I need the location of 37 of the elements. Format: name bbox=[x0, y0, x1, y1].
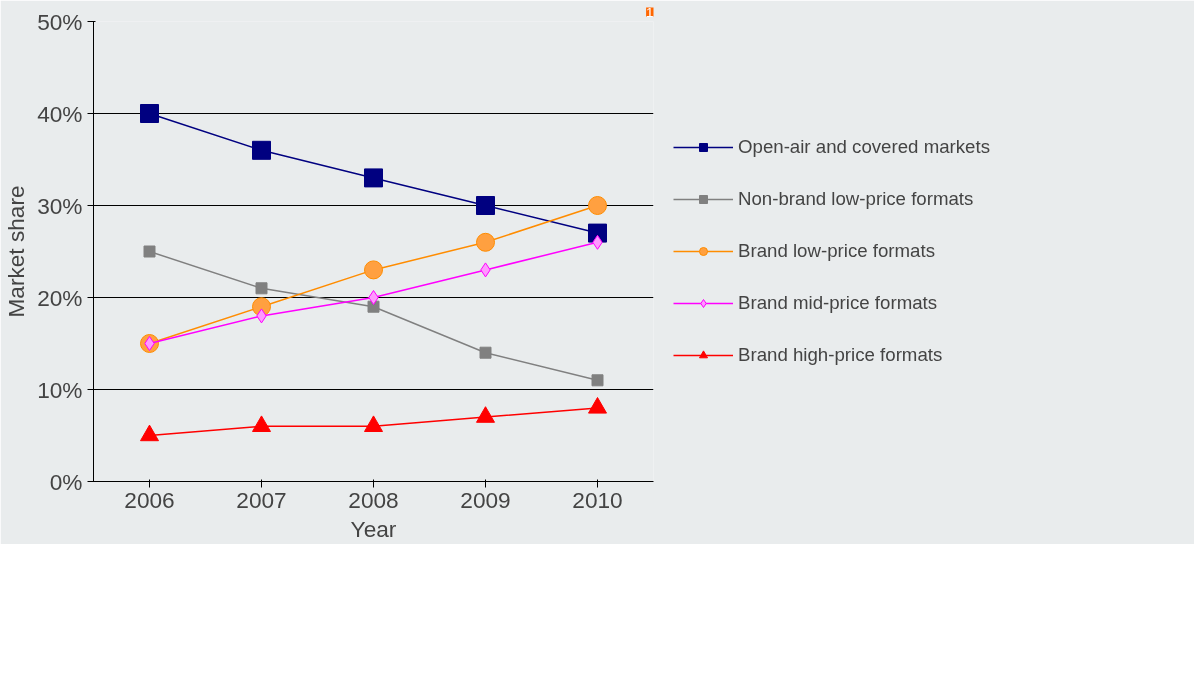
legend-label: Open-air and covered markets bbox=[738, 136, 990, 158]
legend-label: Non-brand low-price formats bbox=[738, 188, 974, 210]
point bbox=[479, 346, 492, 359]
point bbox=[364, 260, 383, 280]
point bbox=[140, 104, 159, 123]
x-tick-label: 2007 bbox=[236, 486, 287, 513]
point bbox=[252, 415, 271, 432]
point bbox=[476, 232, 495, 252]
x-tick-label: 2008 bbox=[348, 486, 399, 513]
point bbox=[476, 196, 495, 215]
point bbox=[143, 245, 156, 258]
y-tick-label: 20% bbox=[37, 284, 83, 311]
x-tick-label: 2009 bbox=[460, 486, 511, 513]
point bbox=[588, 397, 607, 414]
y-tick-label: 40% bbox=[37, 100, 83, 127]
point bbox=[364, 168, 383, 188]
x-axis-title: Year bbox=[350, 515, 397, 542]
point bbox=[144, 336, 155, 351]
point bbox=[591, 374, 604, 387]
y-tick-label: 10% bbox=[37, 376, 83, 403]
legend-label: Brand low-price formats bbox=[738, 240, 935, 262]
point bbox=[588, 196, 607, 215]
point bbox=[255, 282, 268, 295]
y-tick-label: 30% bbox=[37, 192, 83, 219]
legend-label: Brand mid-price formats bbox=[738, 292, 938, 314]
x-tick-label: 2010 bbox=[572, 486, 623, 513]
y-tick-label: 0% bbox=[49, 468, 83, 495]
x-tick-label: 2006 bbox=[124, 486, 175, 513]
point bbox=[252, 140, 271, 160]
text: 1 bbox=[646, 4, 654, 20]
point bbox=[476, 406, 495, 423]
y-axis-title: Market share bbox=[3, 185, 30, 318]
legend-label: Brand high-price formats bbox=[738, 344, 943, 366]
y-tick-label: 50% bbox=[37, 8, 83, 35]
point bbox=[368, 290, 379, 305]
point bbox=[140, 424, 159, 442]
point bbox=[364, 415, 383, 432]
